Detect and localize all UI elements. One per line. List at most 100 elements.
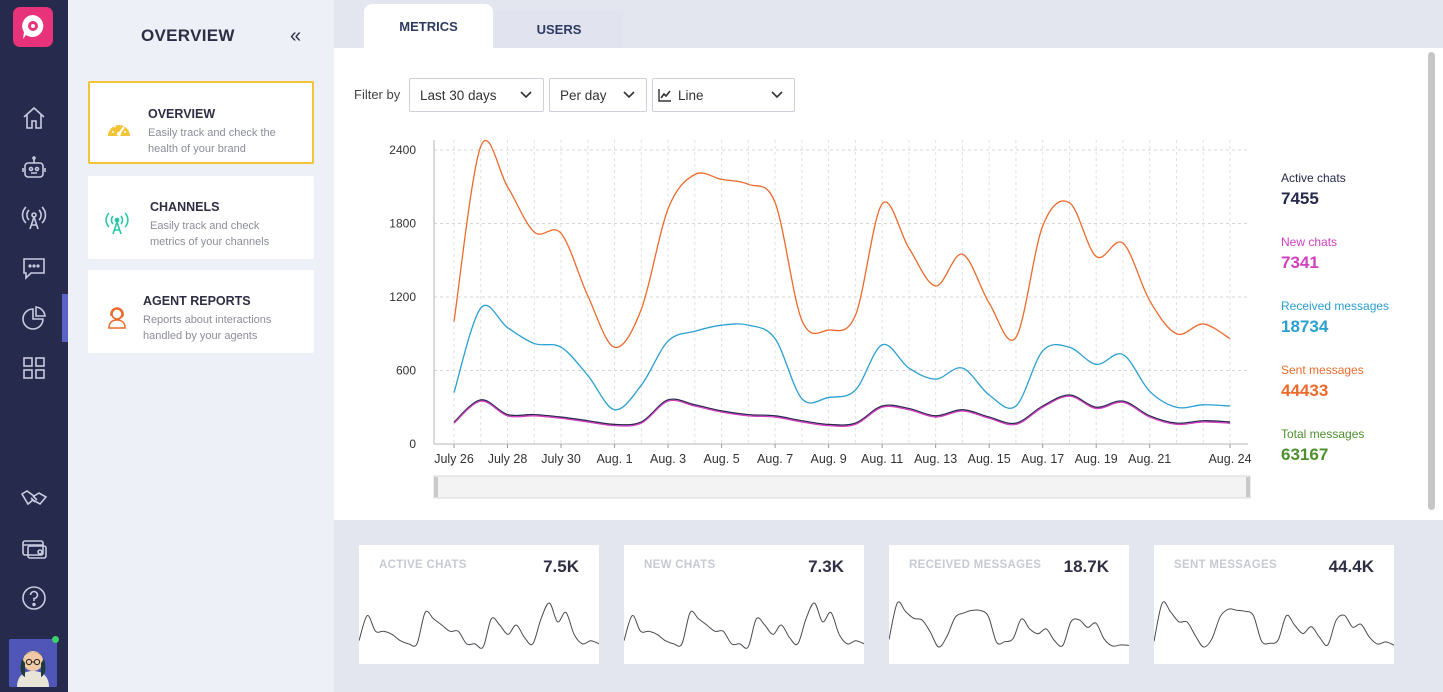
chevron-down-icon <box>623 91 635 99</box>
sparkline <box>1154 601 1394 648</box>
gauge-icon <box>108 123 130 136</box>
metrics-line-chart: 0 600 1200 1800 2400 July 26 July 28 July 30 Aug… <box>389 139 1252 499</box>
card-title: OVERVIEW <box>148 107 216 121</box>
mini-card-label: ACTIVE CHATS <box>379 559 467 571</box>
metrics-main <box>334 48 1424 520</box>
icon-rail <box>0 0 68 692</box>
chat-icon[interactable] <box>0 244 68 292</box>
sparkline <box>359 602 599 649</box>
granularity-select-value: Per day <box>560 87 607 103</box>
filter-label: Filter by <box>354 87 401 102</box>
broadcast-icon[interactable] <box>0 194 68 242</box>
sparkline-path <box>624 602 864 649</box>
legend-name: Sent messages <box>1281 363 1364 377</box>
card-desc-line: handled by your agents <box>143 330 258 342</box>
legend-total-messages: Total messages 63167 <box>1281 427 1364 465</box>
granularity-select[interactable]: Per day <box>549 78 647 112</box>
card-desc-line: metrics of your channels <box>150 236 270 248</box>
x-tick-label: Aug. 7 <box>757 452 793 466</box>
collapse-panel-icon[interactable]: « <box>290 25 302 47</box>
agent-icon <box>108 307 126 329</box>
series-line-active-chats <box>453 394 1231 426</box>
x-tick-label: Aug. 3 <box>650 452 686 466</box>
legend-value: 44433 <box>1281 381 1329 400</box>
report-card-overview[interactable]: OVERVIEW Easily track and check the heal… <box>88 81 314 164</box>
sparkline-path <box>1154 601 1394 648</box>
x-tick-label: Aug. 5 <box>704 452 740 466</box>
card-desc-line: Easily track and check the <box>148 127 276 139</box>
x-tick-label: Aug. 19 <box>1075 452 1118 466</box>
billing-icon[interactable] <box>0 524 68 572</box>
x-tick-label: Aug. 24 <box>1208 452 1251 466</box>
x-tick-label: Aug. 17 <box>1021 452 1064 466</box>
range-slider-handle-left <box>434 477 438 497</box>
reports-icon[interactable] <box>0 294 68 342</box>
legend-name: Active chats <box>1281 171 1346 185</box>
range-slider-handle-right <box>1246 477 1250 497</box>
y-tick-label: 1800 <box>389 217 416 231</box>
card-desc-line: Reports about interactions <box>143 314 272 326</box>
app-logo-icon[interactable] <box>13 7 53 47</box>
report-card-channels[interactable]: CHANNELS Easily track and check metrics … <box>88 176 314 259</box>
sparkline-path <box>889 601 1129 648</box>
mini-card-label: RECEIVED MESSAGES <box>909 559 1042 571</box>
main-scrollbar[interactable] <box>1424 48 1443 520</box>
legend-name: Received messages <box>1281 299 1390 313</box>
mini-card-sent-messages[interactable]: SENT MESSAGES 44.4K <box>1154 545 1394 664</box>
help-icon[interactable] <box>0 574 68 622</box>
scrollbar-thumb[interactable] <box>1428 52 1435 510</box>
legend-name: Total messages <box>1281 427 1365 441</box>
x-tick-label: Aug. 1 <box>596 452 632 466</box>
range-select-value: Last 30 days <box>420 87 497 103</box>
x-tick-label: July 26 <box>434 452 474 466</box>
bot-icon[interactable] <box>0 144 68 192</box>
apps-icon[interactable] <box>0 344 68 392</box>
x-tick-label: Aug. 9 <box>811 452 847 466</box>
legend-new-chats: New chats 7341 <box>1281 235 1337 273</box>
x-tick-label: Aug. 11 <box>861 452 903 466</box>
legend-name: New chats <box>1281 235 1338 249</box>
x-tick-label: Aug. 15 <box>968 452 1011 466</box>
y-tick-label: 1200 <box>389 290 416 304</box>
mini-card-label: NEW CHATS <box>644 559 716 571</box>
legend-value: 63167 <box>1281 445 1329 464</box>
legend-value: 7455 <box>1281 189 1319 208</box>
y-tick-label: 2400 <box>389 143 416 157</box>
series-line-received-messages <box>453 304 1231 411</box>
tab-metrics[interactable]: METRICS <box>364 4 493 48</box>
card-description: Easily track and check the health of you… <box>148 125 276 157</box>
line-chart-icon <box>658 89 671 102</box>
report-card-agent-reports[interactable]: AGENT REPORTS Reports about interactions… <box>88 270 314 353</box>
antenna-icon <box>105 212 129 235</box>
range-select[interactable]: Last 30 days <box>409 78 544 112</box>
mini-card-new-chats[interactable]: NEW CHATS 7.3K <box>624 545 864 664</box>
card-desc-line: health of your brand <box>148 143 246 155</box>
legend-value: 18734 <box>1281 317 1329 336</box>
range-slider-track <box>433 475 1251 499</box>
tab-users[interactable]: USERS <box>495 10 623 48</box>
x-tick-label: July 30 <box>541 452 581 466</box>
handshake-icon[interactable] <box>0 474 68 522</box>
sparkline <box>624 602 864 649</box>
legend-value: 7341 <box>1281 253 1319 272</box>
chevron-down-icon <box>771 91 783 99</box>
series-line-sent-messages <box>453 139 1231 348</box>
y-tick-label: 0 <box>409 437 416 451</box>
mini-card-active-chats[interactable]: ACTIVE CHATS 7.5K <box>359 545 599 664</box>
chart-type-select[interactable]: Line <box>652 78 795 112</box>
sparkline-path <box>359 602 599 649</box>
legend-active-chats: Active chats 7455 <box>1281 171 1346 209</box>
user-avatar[interactable] <box>9 639 57 687</box>
chevron-down-icon <box>520 91 532 99</box>
card-description: Reports about interactions handled by yo… <box>143 312 271 344</box>
mini-card-received-messages[interactable]: RECEIVED MESSAGES 18.7K <box>889 545 1129 664</box>
card-description: Easily track and check metrics of your c… <box>150 218 269 250</box>
x-tick-label: Aug. 13 <box>914 452 957 466</box>
chart-type-select-value: Line <box>678 87 704 103</box>
mini-card-value: 7.3K <box>808 557 844 576</box>
home-icon[interactable] <box>0 94 68 142</box>
y-tick-label: 600 <box>396 364 416 378</box>
card-title: AGENT REPORTS <box>143 294 251 308</box>
reports-panel: OVERVIEW « OVERVIEW Easily track and che… <box>68 0 334 692</box>
card-title: CHANNELS <box>150 200 220 214</box>
